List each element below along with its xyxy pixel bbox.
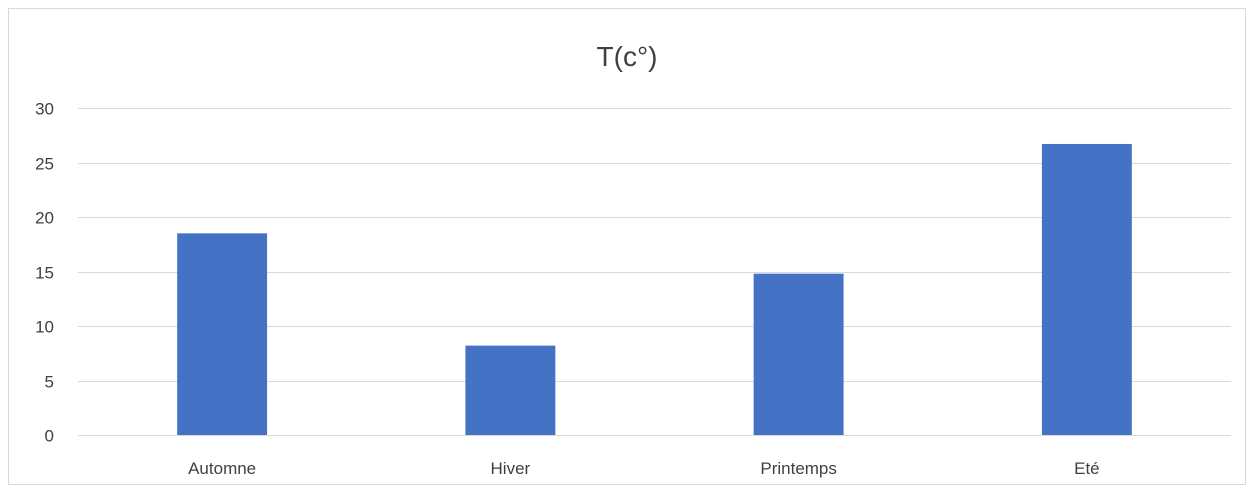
x-tick-label: Hiver xyxy=(491,459,531,478)
y-axis-tick-labels: 0 5 10 15 20 25 30 xyxy=(35,100,54,446)
bars xyxy=(177,143,1132,435)
y-tick-label: 5 xyxy=(45,373,54,392)
x-axis-tick-labels: Automne Hiver Printemps Eté xyxy=(188,459,1100,478)
bar xyxy=(753,273,844,435)
x-tick-label: Printemps xyxy=(760,459,837,478)
y-tick-label: 10 xyxy=(35,318,54,337)
y-tick-label: 30 xyxy=(35,100,54,119)
gridlines xyxy=(78,108,1231,436)
x-tick-label: Automne xyxy=(188,459,256,478)
bar xyxy=(177,233,268,435)
chart-title: T(c°) xyxy=(597,41,658,72)
y-tick-label: 0 xyxy=(45,427,54,446)
y-tick-label: 15 xyxy=(35,264,54,283)
x-tick-label: Eté xyxy=(1074,459,1100,478)
y-tick-label: 20 xyxy=(35,209,54,228)
bar xyxy=(1041,143,1132,435)
y-tick-label: 25 xyxy=(35,155,54,174)
bar xyxy=(465,345,556,435)
